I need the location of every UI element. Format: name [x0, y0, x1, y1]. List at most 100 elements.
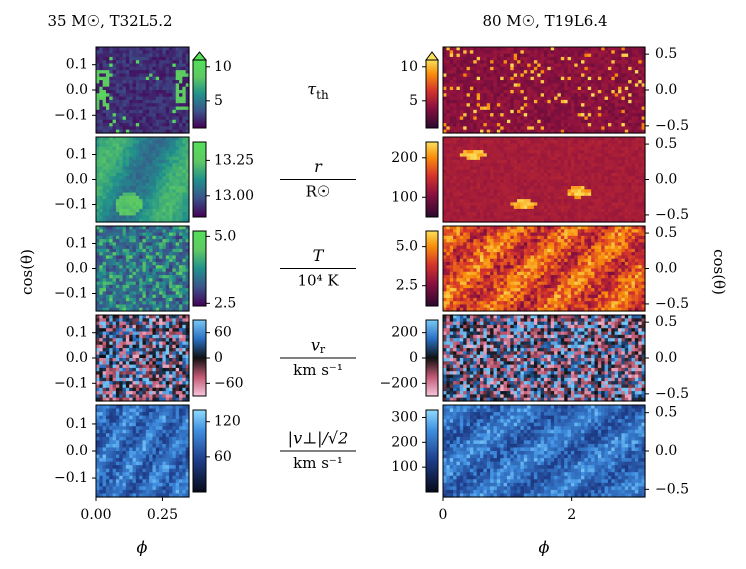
left-map-1 [96, 137, 190, 223]
right-ytick-label-1-0: 0.5 [655, 136, 677, 152]
right-colorbar-fill-1 [425, 141, 439, 218]
right-ytick-label-2-1: 0.0 [655, 261, 677, 277]
quantity-numerator-2: T [313, 246, 325, 265]
right-colorbar-4 [422, 409, 439, 493]
left-ytick-label-4-0: 0.1 [66, 416, 88, 432]
left-ytick-label-2-2: −0.1 [54, 286, 88, 302]
right-colorbar-fill-4 [425, 409, 439, 493]
left-ytick-label-0-0: 0.1 [66, 57, 88, 73]
quantity-label-0: τth [307, 80, 329, 102]
right-xlabel: ϕ [539, 538, 550, 557]
right-ytick-label-4-1: 0.0 [655, 443, 677, 459]
left-colorbar-label-3-1: 0 [214, 350, 223, 366]
left-colorbar-label-1-0: 13.25 [214, 152, 254, 168]
right-colorbar-label-4-2: 100 [391, 459, 418, 475]
left-ytick-label-1-0: 0.1 [66, 147, 88, 163]
right-ytick-label-0-2: −0.5 [655, 118, 689, 134]
right-colorbar-fill-0 [425, 59, 439, 129]
left-colorbar-3 [192, 319, 210, 397]
left-map-4 [96, 405, 190, 498]
left-colorbar-label-1-1: 13.00 [214, 188, 254, 204]
right-colorbar-label-0-0: 10 [400, 59, 418, 75]
left-colorbar-label-2-1: 2.5 [214, 295, 236, 311]
right-colorbar-0 [422, 51, 439, 129]
right-colorbar-extend-0 [425, 51, 439, 61]
right-xtick-label-1: 2 [567, 507, 576, 523]
quantity-numerator-1: r [314, 157, 323, 176]
left-ylabel: cos(θ) [18, 249, 36, 295]
quantity-denominator-3: km s⁻¹ [293, 361, 343, 379]
left-colorbar-1 [192, 141, 210, 218]
left-ytick-label-0-1: 0.0 [66, 82, 88, 98]
left-colorbar-extend-0 [191, 51, 208, 61]
right-ytick-label-3-2: −0.5 [655, 386, 689, 402]
left-colorbar-fill-0 [192, 59, 207, 129]
left-map-3 [96, 315, 190, 402]
right-ytick-label-0-0: 0.5 [655, 46, 677, 62]
left-colorbar-2 [192, 230, 210, 307]
right-colorbar-label-1-1: 100 [391, 189, 418, 205]
left-xtick-label-0: 0.00 [80, 507, 111, 523]
left-colorbar-label-3-0: 60 [214, 325, 232, 341]
left-colorbar-label-2-0: 5.0 [214, 228, 236, 244]
left-map-0 [96, 47, 190, 134]
right-map-1 [443, 137, 646, 223]
quantity-denominator-1: R☉ [306, 183, 331, 201]
left-xlabel: ϕ [137, 538, 148, 557]
right-colorbar-2 [422, 230, 439, 307]
quantity-numerator-4: |v⊥|/√2 [288, 429, 349, 448]
right-ytick-label-1-2: −0.5 [655, 207, 689, 223]
left-ytick-label-2-0: 0.1 [66, 236, 88, 252]
right-colorbar-label-1-0: 200 [391, 150, 418, 166]
left-ytick-label-3-2: −0.1 [54, 375, 88, 391]
right-map-3 [443, 315, 646, 402]
right-ytick-label-2-0: 0.5 [655, 225, 677, 241]
left-colorbar-fill-1 [192, 141, 207, 218]
left-ytick-label-4-2: −0.1 [54, 470, 88, 486]
right-colorbar-fill-3 [425, 319, 439, 397]
left-colorbar-label-0-1: 5 [214, 93, 223, 109]
right-colorbar-1 [422, 141, 439, 218]
left-ytick-label-1-2: −0.1 [54, 197, 88, 213]
left-colorbar-4 [192, 409, 210, 493]
right-colorbar-label-0-1: 5 [409, 93, 418, 109]
quantity-numerator-3: vr [311, 336, 326, 357]
quantity-denominator-2: 10⁴ K [297, 272, 339, 290]
left-xtick-label-1: 0.25 [147, 507, 178, 523]
left-colorbar-fill-2 [192, 230, 207, 307]
right-colorbar-label-2-0: 5.0 [396, 239, 418, 255]
right-xtick-label-0: 0 [439, 507, 448, 523]
left-colorbar-fill-4 [192, 409, 207, 493]
right-ytick-label-1-1: 0.0 [655, 172, 677, 188]
right-colorbar-fill-2 [425, 230, 439, 307]
left-map-2 [96, 226, 190, 312]
right-colorbar-label-2-1: 2.5 [396, 278, 418, 294]
right-colorbar-label-3-2: −200 [380, 375, 418, 391]
left-colorbar-0 [191, 51, 210, 129]
right-ytick-label-0-1: 0.0 [655, 82, 677, 98]
right-colorbar-label-4-1: 200 [391, 434, 418, 450]
right-colorbar-label-3-1: 0 [409, 350, 418, 366]
left-colorbar-label-3-2: −60 [214, 375, 244, 391]
quantity-denominator-4: km s⁻¹ [293, 454, 343, 472]
left-ytick-label-4-1: 0.0 [66, 443, 88, 459]
right-ytick-label-2-2: −0.5 [655, 296, 689, 312]
left-colorbar-fill-3 [192, 319, 207, 397]
right-colorbar-3 [422, 319, 439, 397]
right-ylabel: cos(θ) [710, 249, 728, 295]
right-ytick-label-3-0: 0.5 [655, 314, 677, 330]
left-ytick-label-1-1: 0.0 [66, 172, 88, 188]
right-ytick-label-3-1: 0.0 [655, 350, 677, 366]
left-colorbar-label-4-0: 120 [214, 414, 241, 430]
right-ytick-label-4-0: 0.5 [655, 405, 677, 421]
right-colorbar-label-3-0: 200 [391, 325, 418, 341]
left-colorbar-label-0-0: 10 [214, 59, 232, 75]
left-ytick-label-3-1: 0.0 [66, 350, 88, 366]
left-colorbar-label-4-1: 60 [214, 449, 232, 465]
left-ytick-label-3-0: 0.1 [66, 325, 88, 341]
right-map-4 [443, 405, 646, 498]
left-ytick-label-2-1: 0.0 [66, 261, 88, 277]
right-colorbar-label-4-0: 300 [391, 409, 418, 425]
right-map-2 [443, 226, 646, 312]
